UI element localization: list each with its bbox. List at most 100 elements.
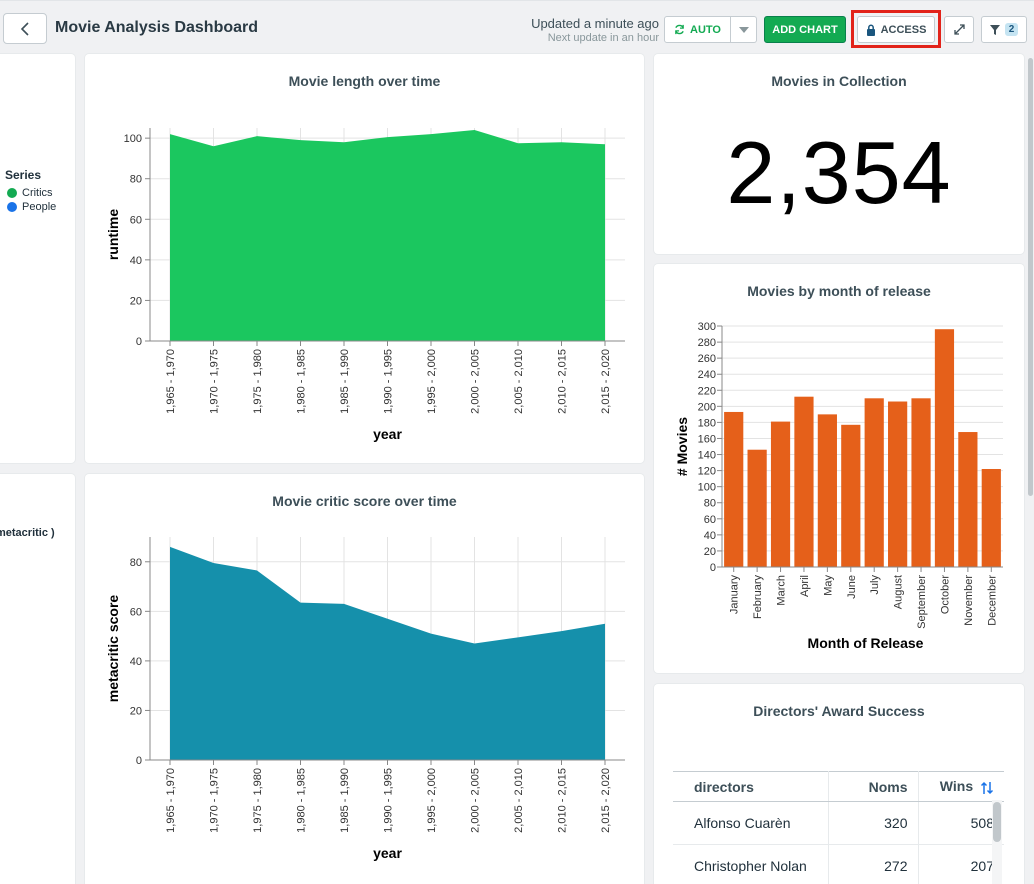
kpi-card-movies-collection[interactable]: Movies in Collection 2,354 (654, 54, 1024, 254)
legend-title: Series (5, 168, 42, 182)
tick-label-x: 1,995 - 2,000 (426, 349, 438, 414)
dashboard-header: Movie Analysis Dashboard Updated a minut… (0, 0, 1034, 54)
tick-label-x: 1,985 - 1,990 (339, 768, 351, 833)
legend-item-critics[interactable]: Critics (7, 187, 53, 199)
legend-dot-people (7, 202, 17, 212)
tick-label-y: 40 (130, 255, 142, 267)
tick-label-x: 2,005 - 2,010 (513, 349, 525, 414)
table-row[interactable]: Alfonso Cuarèn 320 508 (673, 801, 1004, 845)
tick-label-x: 1,985 - 1,990 (339, 349, 351, 414)
auto-refresh-dropdown[interactable] (731, 16, 757, 43)
metacritic-area-chart: 0 20 40 60 80 1,965 - 1,970 1,970 - 1,975 1,975… (105, 537, 625, 861)
tick-label-x: August (893, 575, 905, 609)
tick-label-x: July (869, 575, 881, 595)
tick-label-x: October (939, 575, 951, 614)
tick-label-x: 1,990 - 1,995 (383, 349, 395, 414)
tick-label-x: 1,995 - 2,000 (426, 768, 438, 833)
cell-noms: 320 (828, 801, 919, 845)
x-axis-title: year (373, 845, 402, 861)
tick-label-x: 2,010 - 2,015 (557, 349, 569, 414)
update-status: Updated a minute ago Next update in an h… (531, 16, 659, 44)
lock-icon (866, 24, 875, 36)
access-button[interactable]: ACCESS (857, 16, 935, 43)
directors-table: directors Noms Wins Alfonso Cuarèn 320 5… (673, 771, 1004, 884)
tick-label-x: September (916, 575, 928, 629)
tick-label-y: 280 (698, 337, 716, 349)
tick-label-y: 240 (698, 369, 716, 381)
legend-item-people[interactable]: People (7, 201, 56, 213)
table-scrollbar-thumb[interactable] (993, 802, 1001, 842)
chart-card-critic-score[interactable]: Movie critic score over time 0 20 40 60 80 1,… (85, 474, 644, 884)
chart-card-movie-length[interactable]: Movie length over time 0 20 40 60 80 100 1,965… (85, 54, 644, 463)
bar-june (841, 424, 861, 567)
area-series (170, 546, 605, 760)
auto-label: AUTO (690, 23, 721, 36)
filter-icon (989, 24, 1000, 35)
tick-label-x: 2,015 - 2,020 (600, 768, 612, 833)
partial-chart-card-top: Series Critics People (0, 54, 75, 463)
kpi-value: 2,354 (726, 123, 952, 222)
next-update-text: Next update in an hour (547, 32, 659, 44)
bar-april (794, 396, 814, 567)
tick-label-y: 60 (130, 214, 142, 226)
legend-label: People (22, 201, 57, 213)
tick-label-y: 20 (130, 295, 142, 307)
tick-label-y: 20 (704, 546, 716, 558)
expand-icon (953, 24, 965, 35)
caret-down-icon (738, 26, 749, 33)
cell-wins: 508 (918, 801, 1004, 845)
chart-title: Movie length over time (288, 73, 441, 89)
tick-label-y: 80 (130, 174, 142, 186)
partial-axis-label: metacritic ) (0, 527, 55, 539)
legend-dot-critics (7, 188, 17, 198)
filter-button[interactable]: 2 (981, 16, 1027, 43)
tick-label-x: 2,015 - 2,020 (600, 349, 612, 414)
bar-march (770, 421, 791, 567)
table-header-row: directors Noms Wins (673, 771, 1004, 802)
table-card-directors[interactable]: Directors' Award Success directors Noms … (654, 684, 1024, 884)
column-header-wins[interactable]: Wins (918, 771, 1004, 802)
access-highlight-box (851, 10, 941, 48)
bar-february (747, 449, 767, 567)
tick-label-y: 60 (704, 514, 716, 526)
bar-december (981, 468, 1001, 567)
y-axis-title: metacritic score (105, 595, 121, 703)
fullscreen-button[interactable] (944, 16, 974, 43)
back-button[interactable] (3, 13, 47, 44)
tick-label-x: May (822, 575, 834, 596)
cell-wins: 207 (918, 844, 1004, 884)
tick-label-x: 1,990 - 1,995 (383, 768, 395, 833)
tick-label-x: 2,010 - 2,015 (557, 768, 569, 833)
cell-director: Christopher Nolan (673, 844, 829, 884)
bar-november (958, 432, 978, 567)
legend-label: Critics (22, 187, 53, 199)
table-scrollbar-track[interactable] (992, 800, 1002, 884)
add-chart-button[interactable]: ADD CHART (764, 16, 846, 43)
updated-text: Updated a minute ago (531, 16, 659, 31)
month-bar-chart: 0 20 40 60 80 100 120 140 160 180 200 220 240 260 280 3… (674, 321, 1003, 651)
tick-label-x: 1,980 - 1,985 (296, 349, 308, 414)
tick-label-y: 20 (130, 705, 142, 717)
sort-icon[interactable] (980, 781, 994, 795)
x-axis-title: Month of Release (808, 635, 924, 651)
page-scrollbar-thumb[interactable] (1028, 58, 1033, 496)
filter-count-badge: 2 (1004, 23, 1019, 36)
auto-refresh-button[interactable]: AUTO (664, 16, 731, 43)
area-series (170, 130, 605, 341)
column-header-noms[interactable]: Noms (828, 771, 919, 802)
table-row[interactable]: Christopher Nolan 272 207 (673, 844, 1004, 884)
tick-label-y: 300 (698, 321, 716, 333)
tick-label-y: 100 (124, 133, 142, 145)
partial-chart-card-bottom: metacritic ) (0, 474, 75, 884)
tick-label-y: 200 (698, 401, 716, 413)
tick-label-y: 220 (698, 385, 716, 397)
chevron-left-icon (20, 21, 29, 36)
tick-label-x: March (776, 575, 788, 606)
tick-label-x: November (963, 575, 975, 626)
tick-label-y: 180 (698, 417, 716, 429)
chart-card-month-release[interactable]: Movies by month of release 0 20 40 60 80 100 1… (654, 264, 1024, 673)
column-header-directors[interactable]: directors (673, 771, 829, 802)
tick-label-y: 80 (704, 498, 716, 510)
tick-label-x: April (799, 575, 811, 597)
tick-label-y: 0 (136, 336, 142, 348)
